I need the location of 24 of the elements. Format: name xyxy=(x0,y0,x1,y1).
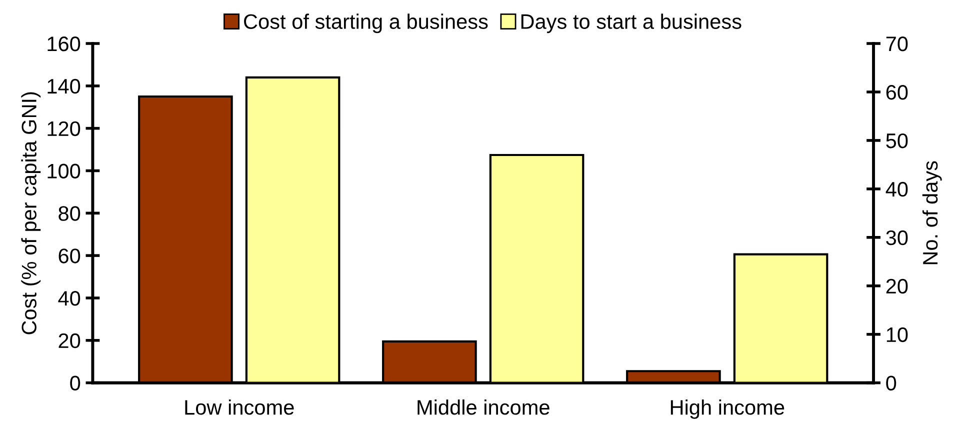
y-axis-title: Cost (% of per capita GNI) xyxy=(21,92,41,334)
y-tick-label: 160 xyxy=(48,36,80,52)
y-tick-label: 20 xyxy=(58,333,80,348)
y-tick-label: 80 xyxy=(58,206,80,221)
legend-label: Days to start a business xyxy=(521,14,742,34)
y-tick-label: 140 xyxy=(48,78,80,94)
y-tick-label: 120 xyxy=(48,121,80,136)
y-tick-label: 40 xyxy=(58,290,80,306)
y2-tick-label: 30 xyxy=(886,230,908,246)
y2-tick-label: 10 xyxy=(886,327,908,342)
x-tick-label: Middle income xyxy=(418,399,550,415)
y2-tick-label: 50 xyxy=(886,133,908,148)
y2-tick-label: 60 xyxy=(886,84,908,100)
y2-tick-label: 0 xyxy=(886,376,896,391)
y2-tick-label: 70 xyxy=(886,36,908,52)
y2-tick-label: 20 xyxy=(886,278,908,294)
x-tick-label: High income xyxy=(670,399,784,419)
y2-tick-label: 40 xyxy=(886,182,908,197)
y-tick-label: 60 xyxy=(58,248,80,264)
y-tick-label: 0 xyxy=(70,376,80,391)
x-tick-label: Low income xyxy=(185,399,294,415)
y2-axis-title: No. of days xyxy=(922,161,942,264)
y-tick-label: 100 xyxy=(48,164,80,178)
legend-label: Cost of starting a business xyxy=(244,14,488,34)
